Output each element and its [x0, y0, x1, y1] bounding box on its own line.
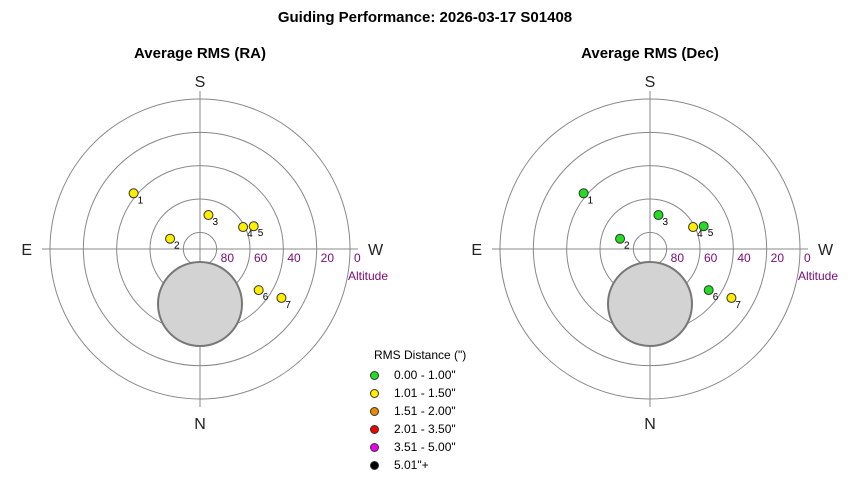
cardinal-label: W — [368, 242, 384, 259]
altitude-tick-label: 80 — [671, 251, 685, 265]
data-point-label: 5 — [258, 228, 264, 239]
data-point — [165, 233, 176, 244]
data-point — [253, 285, 264, 296]
legend-item: 1.01 - 1.50" — [360, 384, 466, 402]
legend-item: 0.00 - 1.00" — [360, 366, 466, 384]
ra-panel-title: Average RMS (RA) — [134, 45, 266, 62]
altitude-tick-label: 0 — [804, 251, 811, 265]
altitude-ring — [49, 98, 351, 400]
altitude-axis-label: Altitude — [348, 269, 388, 283]
data-point-label: 7 — [285, 300, 291, 311]
data-point-label: 1 — [588, 195, 594, 206]
moon-circle — [607, 261, 693, 347]
data-point-label: 6 — [713, 292, 719, 303]
data-point — [203, 210, 214, 221]
altitude-tick-label: 60 — [704, 251, 718, 265]
data-point-label: 4 — [697, 229, 703, 240]
data-point-label: 2 — [174, 241, 180, 252]
polar-chart-dec: S N E W 80 60 40 20 0 Altitude 1 2 3 4 5 6 7 — [471, 74, 838, 433]
cardinal-label: E — [21, 242, 32, 259]
cardinal-label: E — [471, 242, 482, 259]
cardinal-label: W — [818, 242, 834, 259]
legend-items: 0.00 - 1.00" 1.01 - 1.50" 1.51 - 2.00" 2.01… — [360, 366, 466, 474]
altitude-tick-label: 0 — [354, 251, 361, 265]
cardinal-label: S — [195, 74, 206, 91]
legend-swatch — [370, 424, 379, 434]
data-point-label: 3 — [212, 217, 218, 228]
altitude-tick-label: 40 — [737, 251, 751, 265]
data-point — [703, 285, 714, 296]
data-point-label: 4 — [247, 229, 253, 240]
legend: RMS Distance (") 0.00 - 1.00" 1.01 - 1.50… — [360, 348, 466, 474]
legend-title: RMS Distance (") — [374, 348, 467, 362]
data-point-label: 3 — [662, 217, 668, 228]
legend-label: 5.01"+ — [394, 458, 429, 472]
altitude-ring — [82, 131, 318, 367]
legend-label: 1.01 - 1.50" — [394, 386, 456, 400]
data-point — [248, 221, 259, 232]
cardinal-label: N — [644, 416, 656, 433]
legend-swatch — [370, 460, 379, 470]
legend-item: 5.01"+ — [360, 456, 466, 474]
legend-swatch — [370, 388, 379, 398]
chart-title: Guiding Performance: 2026-03-17 S01408 — [277, 9, 573, 26]
data-point-label: 7 — [735, 300, 741, 311]
legend-item: 2.01 - 3.50" — [360, 420, 466, 438]
altitude-ring — [532, 131, 768, 367]
data-point — [653, 210, 664, 221]
legend-label: 0.00 - 1.00" — [394, 368, 456, 382]
altitude-ring — [499, 98, 801, 400]
legend-item: 3.51 - 5.00" — [360, 438, 466, 456]
data-point — [238, 222, 249, 233]
dec-panel-title: Average RMS (Dec) — [581, 45, 719, 62]
legend-swatch — [370, 406, 379, 416]
cardinal-label: S — [645, 74, 656, 91]
data-point-label: 5 — [708, 228, 714, 239]
cardinal-label: N — [194, 416, 206, 433]
data-point — [726, 292, 737, 303]
altitude-tick-label: 20 — [771, 251, 785, 265]
data-point-label: 1 — [138, 195, 144, 206]
legend-label: 1.51 - 2.00" — [394, 404, 456, 418]
altitude-tick-label: 60 — [254, 251, 268, 265]
legend-label: 2.01 - 3.50" — [394, 422, 456, 436]
data-point — [698, 221, 709, 232]
legend-item: 1.51 - 2.00" — [360, 402, 466, 420]
data-point — [276, 292, 287, 303]
data-point — [578, 188, 589, 199]
altitude-tick-label: 20 — [321, 251, 335, 265]
polar-chart-ra: S N E W 80 60 40 20 0 Altitude 1 2 3 4 5 6 7 — [21, 74, 388, 433]
data-point-label: 2 — [624, 241, 630, 252]
legend-label: 3.51 - 5.00" — [394, 440, 456, 454]
altitude-tick-label: 40 — [287, 251, 301, 265]
moon-circle — [157, 261, 243, 347]
legend-swatch — [370, 370, 379, 380]
altitude-axis-label: Altitude — [798, 269, 838, 283]
legend-swatch — [370, 442, 379, 452]
altitude-tick-label: 80 — [221, 251, 235, 265]
data-point-label: 6 — [263, 292, 269, 303]
data-point — [615, 233, 626, 244]
data-point — [688, 222, 699, 233]
data-point — [128, 188, 139, 199]
